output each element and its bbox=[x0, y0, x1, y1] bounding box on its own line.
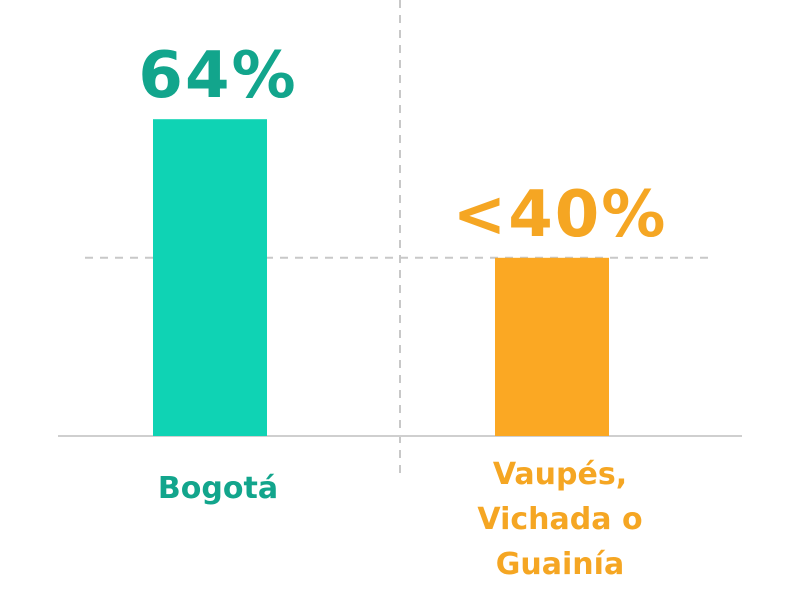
bar bbox=[495, 257, 609, 436]
bar bbox=[153, 119, 267, 436]
x-tick-label: Bogotá bbox=[157, 471, 279, 506]
value-label: 64% bbox=[138, 39, 297, 113]
x-tick-label: Vaupés, Vichada o Guainía bbox=[477, 457, 643, 582]
value-label: <40% bbox=[453, 178, 668, 252]
